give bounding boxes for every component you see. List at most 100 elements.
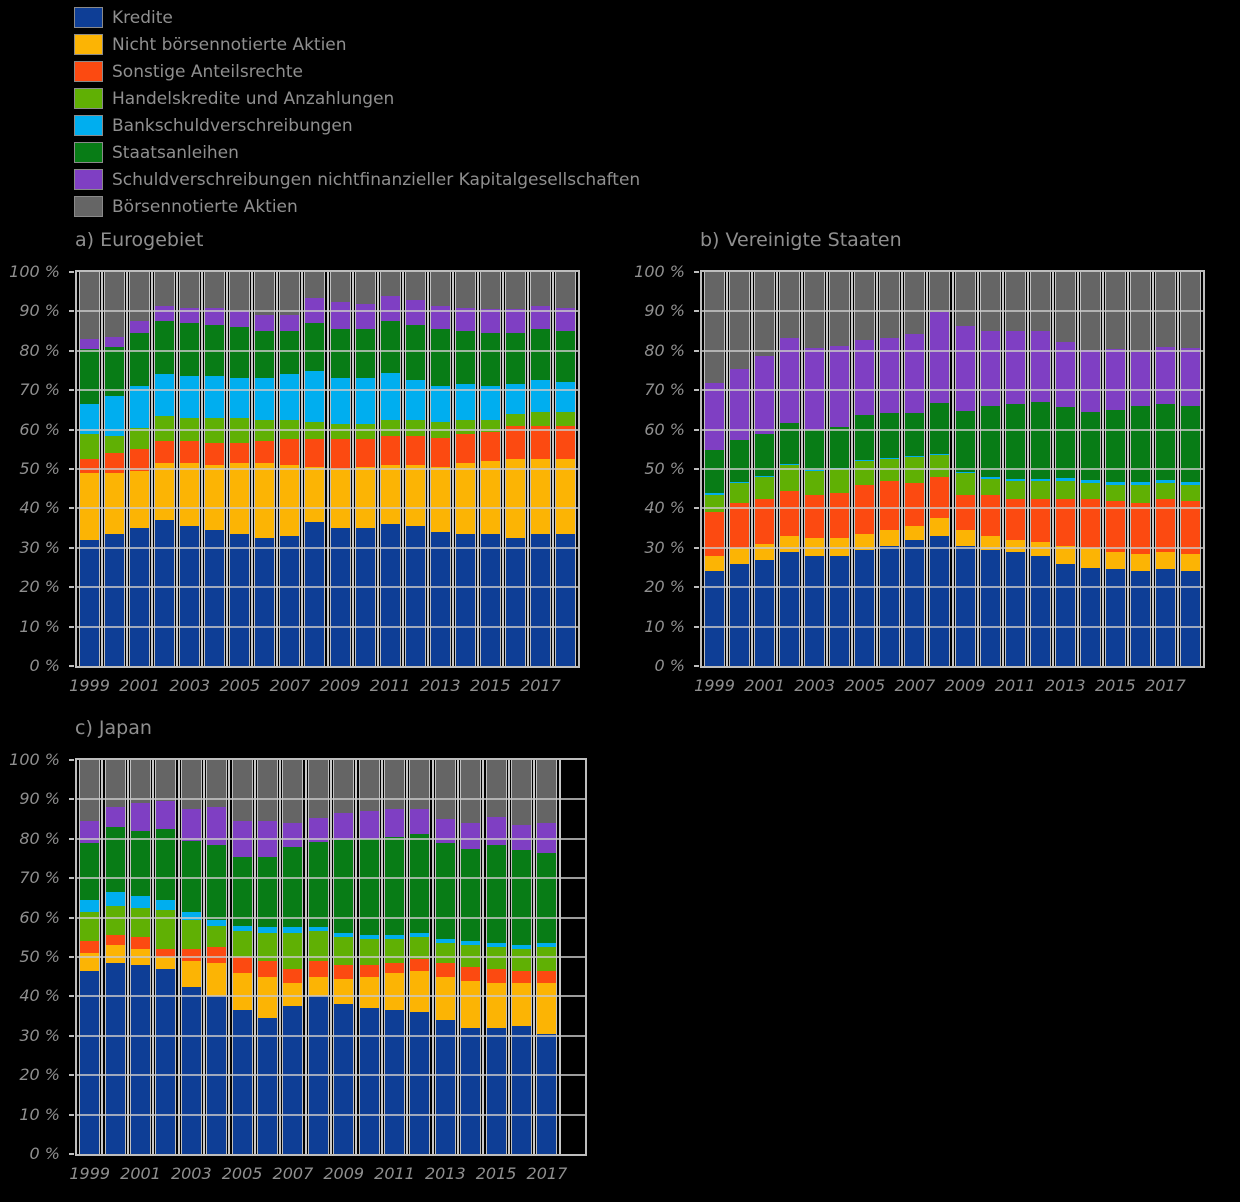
y-axis-tick-mark <box>69 1113 74 1116</box>
bar-segment <box>880 545 900 666</box>
y-axis-tick-label: 70 % <box>19 868 60 888</box>
stacked-bar-2003 <box>181 760 201 1154</box>
bar-segment <box>1155 346 1175 404</box>
bar-segment <box>1005 498 1025 540</box>
bar-segment <box>380 419 400 436</box>
bar-segment <box>905 482 925 527</box>
y-axis-tick-label: 20 % <box>644 577 685 597</box>
bar-segment <box>410 1012 430 1154</box>
stacked-bar-2002 <box>156 760 176 1154</box>
bar-segment <box>385 962 404 973</box>
stacked-bar-2012 <box>410 760 430 1154</box>
bar-segment <box>486 982 506 1028</box>
bar-segment <box>258 1018 277 1154</box>
bar-segment <box>410 959 430 971</box>
bar-segment <box>1055 272 1075 343</box>
horizontal-gridline <box>77 1034 585 1037</box>
bar-segment <box>905 333 925 413</box>
y-axis-tick-label: 90 % <box>644 301 685 321</box>
y-axis-tick-mark <box>69 546 74 549</box>
stacked-bar-2006 <box>255 272 275 666</box>
x-axis-tick-label: 2017 <box>520 676 561 695</box>
bar-segment <box>181 840 201 912</box>
bar-segment <box>230 417 250 444</box>
stacked-bar-2018 <box>1180 272 1200 666</box>
bar-segment <box>486 760 506 818</box>
bar-segment <box>380 524 400 666</box>
bar-segment <box>1155 482 1175 499</box>
horizontal-gridline <box>77 507 578 510</box>
bar-segment <box>1055 478 1075 481</box>
stacked-bar-2006 <box>258 760 277 1154</box>
horizontal-gridline <box>77 586 578 589</box>
y-axis-tick-mark <box>69 1153 74 1155</box>
horizontal-gridline <box>77 1113 585 1116</box>
bar-segment <box>1030 541 1050 556</box>
stacked-bar-2007 <box>905 272 925 666</box>
bar-segment <box>181 919 201 950</box>
y-axis-tick-label: 30 % <box>644 537 685 557</box>
bar-segment <box>230 443 250 464</box>
bar-segment <box>455 433 475 464</box>
horizontal-gridline <box>77 798 585 801</box>
plot-area-japan <box>75 758 587 1156</box>
y-axis-tick-label: 80 % <box>19 828 60 848</box>
bar-segment <box>130 272 150 322</box>
bar-segment <box>430 386 450 422</box>
bar-segment <box>1180 348 1200 406</box>
bar-segment <box>1030 330 1050 402</box>
bar-segment <box>232 1010 252 1154</box>
horizontal-gridline <box>77 468 578 470</box>
bar-segment <box>1030 401 1050 479</box>
x-axis-tick-label: 2007 <box>272 1164 314 1183</box>
legend-label: Kredite <box>112 7 173 28</box>
y-axis-tick-label: 50 % <box>644 459 685 478</box>
bar-segment <box>130 528 150 666</box>
x-axis-tick-label: 2001 <box>744 676 785 695</box>
bar-segment <box>755 498 775 544</box>
bar-segment <box>80 899 100 912</box>
bar-segment <box>480 272 500 310</box>
y-axis-tick-mark <box>69 1034 74 1037</box>
plot-area-eurogebiet <box>75 270 580 668</box>
bar-segment <box>205 272 225 308</box>
bar-segment <box>330 469 350 529</box>
bar-segment <box>1055 498 1075 546</box>
bar-segment <box>308 976 328 997</box>
bar-segment <box>855 484 875 535</box>
x-axis-tick-label: 2015 <box>469 676 511 695</box>
bar-segment <box>155 305 175 322</box>
stacked-bar-2016 <box>505 272 525 666</box>
bar-segment <box>283 982 303 1007</box>
y-axis-tick-label: 80 % <box>644 340 685 360</box>
horizontal-gridline <box>77 916 585 919</box>
bar-segment <box>155 463 175 521</box>
bar-segment <box>131 964 150 1154</box>
bar-segment <box>705 450 725 494</box>
bar-segment <box>855 339 875 415</box>
y-axis-tick-mark <box>69 995 74 998</box>
bar-segment <box>512 824 531 851</box>
bar-segment <box>1055 480 1075 499</box>
bar-segment <box>130 333 150 387</box>
bar-segment <box>1155 569 1175 666</box>
bar-segment <box>555 425 575 460</box>
bar-segment <box>435 976 455 1021</box>
bar-segment <box>530 425 550 460</box>
bar-segment <box>830 555 850 666</box>
bar-segment <box>283 846 303 928</box>
y-axis-tick-mark <box>69 877 74 880</box>
bar-segment <box>334 978 354 1005</box>
y-axis-tick-label: 90 % <box>19 301 60 321</box>
bar-segment <box>105 892 125 906</box>
legend-item: Kredite <box>74 4 640 31</box>
y-axis-tick-mark <box>69 916 74 919</box>
bar-segment <box>230 534 250 666</box>
bar-segment <box>1130 484 1150 503</box>
bar-segment <box>105 807 125 828</box>
bar-segment <box>131 803 150 831</box>
x-axis-tick-label: 2007 <box>269 676 311 695</box>
bar-segment <box>461 848 481 942</box>
horizontal-gridline <box>702 389 1203 392</box>
bar-segment <box>855 461 875 485</box>
